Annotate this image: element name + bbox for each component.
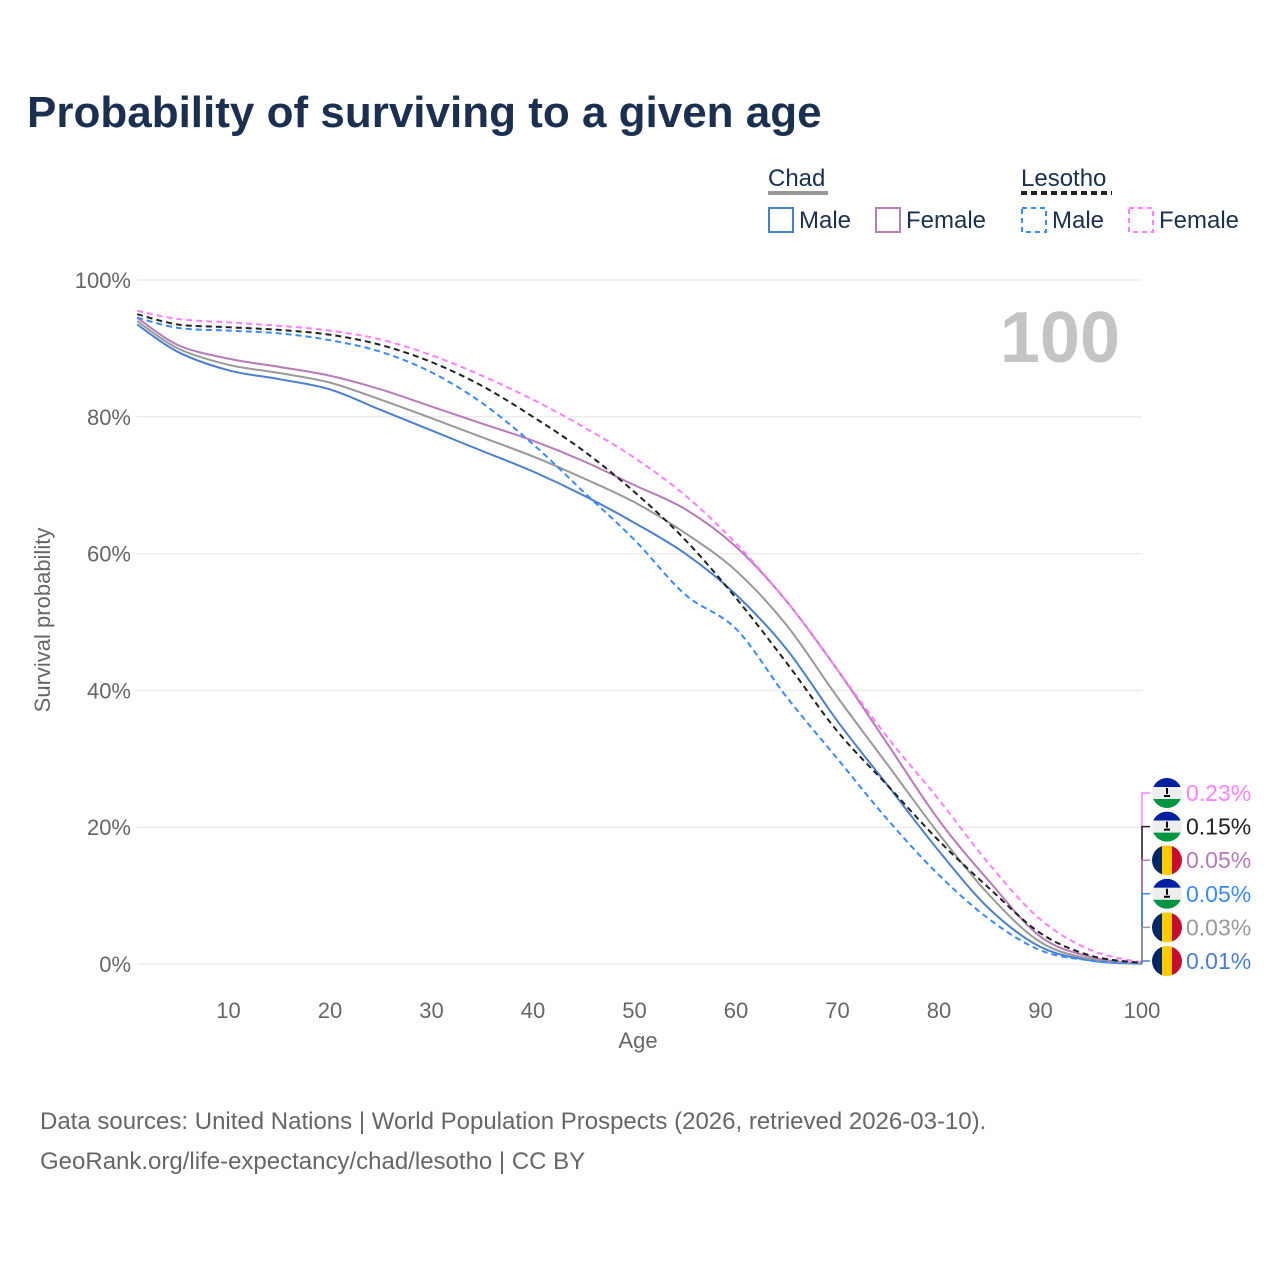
end-label: 0.15% <box>1186 814 1251 840</box>
end-label-connector <box>1141 960 1150 964</box>
lesotho-flag-icon <box>1152 878 1182 888</box>
flag-stripe <box>1162 845 1172 876</box>
x-tick-label: 100 <box>1124 998 1161 1023</box>
y-tick-label: 20% <box>87 815 131 840</box>
end-label: 0.05% <box>1186 847 1251 873</box>
y-axis-label: Survival probability <box>30 528 55 713</box>
x-tick-label: 40 <box>521 998 545 1023</box>
end-label-connector <box>1141 825 1150 963</box>
legend-item: Female <box>906 207 986 234</box>
series-line-chad-female <box>136 316 1143 965</box>
series-line-lesotho-total <box>136 313 1143 964</box>
legend-item: Male <box>1052 207 1104 234</box>
legend-swatch <box>1021 207 1047 233</box>
lesotho-flag-icon <box>1152 899 1182 909</box>
x-tick-label: 50 <box>622 998 646 1023</box>
source-text: Data sources: United Nations | World Pop… <box>40 1108 987 1135</box>
x-tick-label: 80 <box>927 998 951 1023</box>
flag-stripe <box>1172 912 1182 943</box>
x-tick-label: 60 <box>724 998 748 1023</box>
source-url[interactable]: GeoRank.org/life-expectancy/chad/lesotho… <box>40 1148 586 1175</box>
series-line-chad-total <box>136 320 1143 965</box>
x-axis-label: Age <box>618 1028 657 1053</box>
end-label-connector <box>1141 859 1150 964</box>
series-line-lesotho-male <box>136 316 1143 965</box>
flag-stripe <box>1162 946 1172 976</box>
legend-swatch <box>1128 207 1154 233</box>
end-label-connector <box>1141 893 1150 964</box>
chart-title: Probability of surviving to a given age <box>27 88 822 137</box>
y-tick-label: 60% <box>87 542 131 567</box>
lesotho-flag-icon <box>1152 811 1182 821</box>
x-tick-label: 20 <box>318 998 342 1023</box>
legend-group-lesotho: Lesotho <box>1021 165 1106 192</box>
y-tick-label: 40% <box>87 678 131 703</box>
series-line-lesotho-female <box>136 309 1143 964</box>
series-line-chad-male <box>136 323 1143 965</box>
lesotho-hat-icon <box>1164 821 1170 831</box>
legend-swatch <box>875 207 901 233</box>
age-indicator: 100 <box>1000 298 1120 378</box>
x-tick-label: 70 <box>825 998 849 1023</box>
legend-item: Male <box>799 207 851 234</box>
y-tick-label: 80% <box>87 405 131 430</box>
lesotho-hat-icon <box>1164 888 1170 898</box>
end-label: 0.03% <box>1186 914 1251 940</box>
flag-stripe <box>1152 845 1162 876</box>
lesotho-flag-icon <box>1152 799 1182 808</box>
legend-item: Female <box>1159 207 1239 234</box>
end-label: 0.05% <box>1186 881 1251 907</box>
end-label: 0.23% <box>1186 780 1251 806</box>
flag-stripe <box>1152 946 1162 976</box>
flag-stripe <box>1172 845 1182 876</box>
x-tick-label: 10 <box>216 998 240 1023</box>
flag-stripe <box>1162 912 1172 943</box>
lesotho-flag-icon <box>1152 832 1182 842</box>
y-tick-label: 100% <box>75 268 131 293</box>
lesotho-hat-icon <box>1164 788 1170 797</box>
legend-group-chad: Chad <box>768 165 825 192</box>
end-label-connector <box>1141 792 1150 963</box>
lesotho-flag-icon <box>1152 778 1182 787</box>
x-tick-label: 30 <box>419 998 443 1023</box>
legend-swatch <box>768 207 794 233</box>
x-tick-label: 90 <box>1028 998 1052 1023</box>
end-label: 0.01% <box>1186 948 1251 974</box>
end-label-connector <box>1141 926 1150 964</box>
flag-stripe <box>1152 912 1162 943</box>
y-tick-label: 0% <box>99 952 131 977</box>
flag-stripe <box>1172 946 1182 976</box>
